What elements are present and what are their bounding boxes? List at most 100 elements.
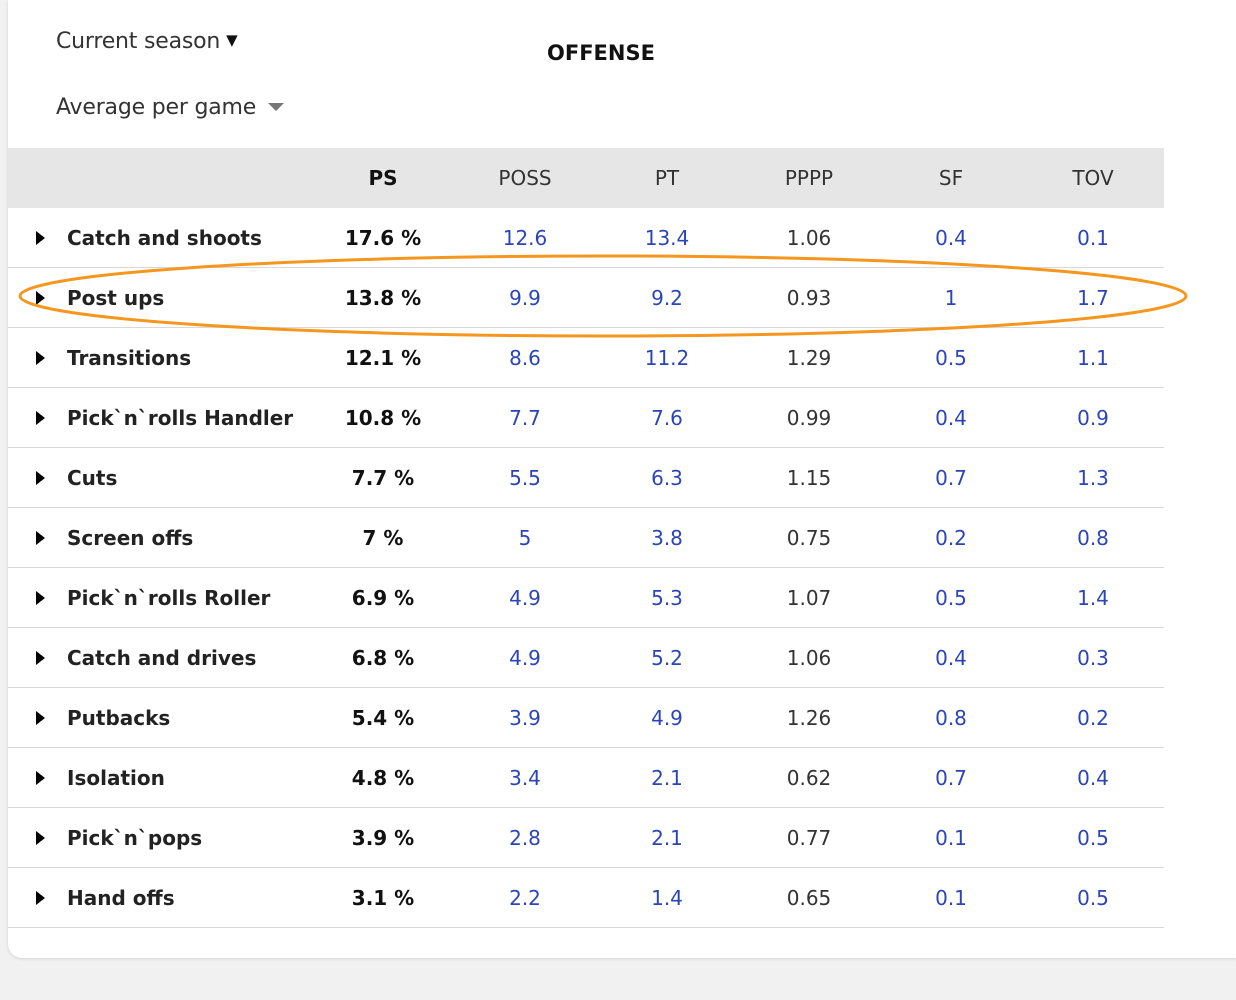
expand-triangle-icon[interactable] (36, 650, 45, 665)
cell-poss[interactable]: 2.8 (509, 825, 541, 850)
cell-pt[interactable]: 5.2 (651, 645, 683, 670)
expand-triangle-icon[interactable] (36, 530, 45, 545)
cell-pppp: 0.65 (786, 885, 832, 910)
cell-sf[interactable]: 0.4 (935, 405, 967, 430)
table-row: Cuts 7.7 % 5.5 6.3 1.15 0.7 1.3 (8, 448, 1164, 508)
play-type-name: Catch and drives (67, 645, 257, 670)
column-header-poss[interactable]: POSS (498, 166, 552, 190)
cell-ps: 17.6 % (344, 225, 422, 250)
cell-sf[interactable]: 0.1 (935, 825, 967, 850)
table-row: Hand offs 3.1 % 2.2 1.4 0.65 0.1 0.5 (8, 868, 1164, 928)
play-type-name: Pick`n`rolls Roller (67, 585, 271, 610)
play-type-name: Isolation (67, 765, 165, 790)
play-type-name: Catch and shoots (67, 225, 262, 250)
cell-tov[interactable]: 1.3 (1077, 465, 1109, 490)
average-dropdown[interactable]: Average per game (56, 95, 285, 120)
cell-pt[interactable]: 7.6 (651, 405, 683, 430)
cell-pt[interactable]: 1.4 (651, 885, 683, 910)
season-dropdown[interactable]: Current season ▼ (56, 29, 238, 54)
cell-tov[interactable]: 0.5 (1077, 885, 1109, 910)
average-dropdown-label: Average per game (56, 95, 257, 120)
expand-triangle-icon[interactable] (36, 470, 45, 485)
cell-pppp: 0.77 (786, 825, 832, 850)
cell-sf[interactable]: 0.5 (935, 345, 967, 370)
expand-triangle-icon[interactable] (36, 830, 45, 845)
cell-poss[interactable]: 3.9 (509, 705, 541, 730)
play-type-name: Hand offs (67, 885, 175, 910)
cell-tov[interactable]: 0.4 (1077, 765, 1109, 790)
expand-triangle-icon[interactable] (36, 350, 45, 365)
cell-pppp: 0.93 (786, 285, 832, 310)
cell-pt[interactable]: 6.3 (651, 465, 683, 490)
cell-pt[interactable]: 13.4 (644, 225, 690, 250)
cell-tov[interactable]: 0.8 (1077, 525, 1109, 550)
cell-ps: 7.7 % (351, 465, 415, 490)
cell-poss[interactable]: 5.5 (509, 465, 541, 490)
cell-pppp: 1.26 (786, 705, 832, 730)
cell-poss[interactable]: 7.7 (509, 405, 541, 430)
table-row: Catch and shoots 17.6 % 12.6 13.4 1.06 0… (8, 208, 1164, 268)
cell-pt[interactable]: 11.2 (644, 345, 690, 370)
cell-poss[interactable]: 12.6 (502, 225, 548, 250)
cell-sf[interactable]: 0.4 (935, 645, 967, 670)
expand-triangle-icon[interactable] (36, 410, 45, 425)
play-type-name: Screen offs (67, 525, 194, 550)
play-type-table: PS POSS PT PPPP SF TOV Catch and shoots … (8, 148, 1164, 928)
cell-poss[interactable]: 3.4 (509, 765, 541, 790)
table-row: Putbacks 5.4 % 3.9 4.9 1.26 0.8 0.2 (8, 688, 1164, 748)
cell-poss[interactable]: 9.9 (509, 285, 541, 310)
column-header-pppp[interactable]: PPPP (784, 166, 834, 190)
cell-tov[interactable]: 0.5 (1077, 825, 1109, 850)
cell-sf[interactable]: 0.7 (935, 765, 967, 790)
cell-poss[interactable]: 2.2 (509, 885, 541, 910)
cell-ps: 6.9 % (351, 585, 415, 610)
cell-pppp: 1.06 (786, 645, 832, 670)
cell-pt[interactable]: 2.1 (651, 765, 683, 790)
caret-down-icon (268, 103, 285, 111)
cell-ps: 4.8 % (351, 765, 415, 790)
cell-tov[interactable]: 1.4 (1077, 585, 1109, 610)
cell-tov[interactable]: 0.1 (1077, 225, 1109, 250)
cell-poss[interactable]: 5 (518, 525, 532, 550)
cell-pppp: 1.07 (786, 585, 832, 610)
cell-tov[interactable]: 1.7 (1077, 285, 1109, 310)
cell-tov[interactable]: 0.9 (1077, 405, 1109, 430)
table-row: Screen offs 7 % 5 3.8 0.75 0.2 0.8 (8, 508, 1164, 568)
cell-sf[interactable]: 0.1 (935, 885, 967, 910)
cell-tov[interactable]: 1.1 (1077, 345, 1109, 370)
cell-pt[interactable]: 4.9 (651, 705, 683, 730)
cell-pt[interactable]: 2.1 (651, 825, 683, 850)
cell-tov[interactable]: 0.3 (1077, 645, 1109, 670)
cell-poss[interactable]: 4.9 (509, 645, 541, 670)
cell-sf[interactable]: 1 (944, 285, 958, 310)
cell-sf[interactable]: 0.2 (935, 525, 967, 550)
expand-triangle-icon[interactable] (36, 290, 45, 305)
column-header-pt[interactable]: PT (654, 166, 680, 190)
expand-triangle-icon[interactable] (36, 770, 45, 785)
cell-sf[interactable]: 0.8 (935, 705, 967, 730)
play-type-name: Transitions (67, 345, 192, 370)
cell-pt[interactable]: 3.8 (651, 525, 683, 550)
column-header-sf[interactable]: SF (938, 166, 964, 190)
cell-pt[interactable]: 5.3 (651, 585, 683, 610)
table-row: Pick`n`rolls Roller 6.9 % 4.9 5.3 1.07 0… (8, 568, 1164, 628)
expand-triangle-icon[interactable] (36, 590, 45, 605)
cell-sf[interactable]: 0.5 (935, 585, 967, 610)
expand-triangle-icon[interactable] (36, 890, 45, 905)
cell-tov[interactable]: 0.2 (1077, 705, 1109, 730)
column-header-tov[interactable]: TOV (1072, 166, 1114, 190)
column-header-ps[interactable]: PS (368, 166, 398, 190)
play-type-name: Putbacks (67, 705, 171, 730)
expand-triangle-icon[interactable] (36, 710, 45, 725)
expand-triangle-icon[interactable] (36, 230, 45, 245)
cell-sf[interactable]: 0.7 (935, 465, 967, 490)
dropdown-triangle-icon: ▼ (226, 31, 238, 49)
cell-sf[interactable]: 0.4 (935, 225, 967, 250)
cell-ps: 5.4 % (351, 705, 415, 730)
cell-ps: 12.1 % (344, 345, 422, 370)
cell-poss[interactable]: 8.6 (509, 345, 541, 370)
cell-pppp: 1.15 (786, 465, 832, 490)
cell-poss[interactable]: 4.9 (509, 585, 541, 610)
cell-pppp: 1.29 (786, 345, 832, 370)
cell-pt[interactable]: 9.2 (651, 285, 683, 310)
